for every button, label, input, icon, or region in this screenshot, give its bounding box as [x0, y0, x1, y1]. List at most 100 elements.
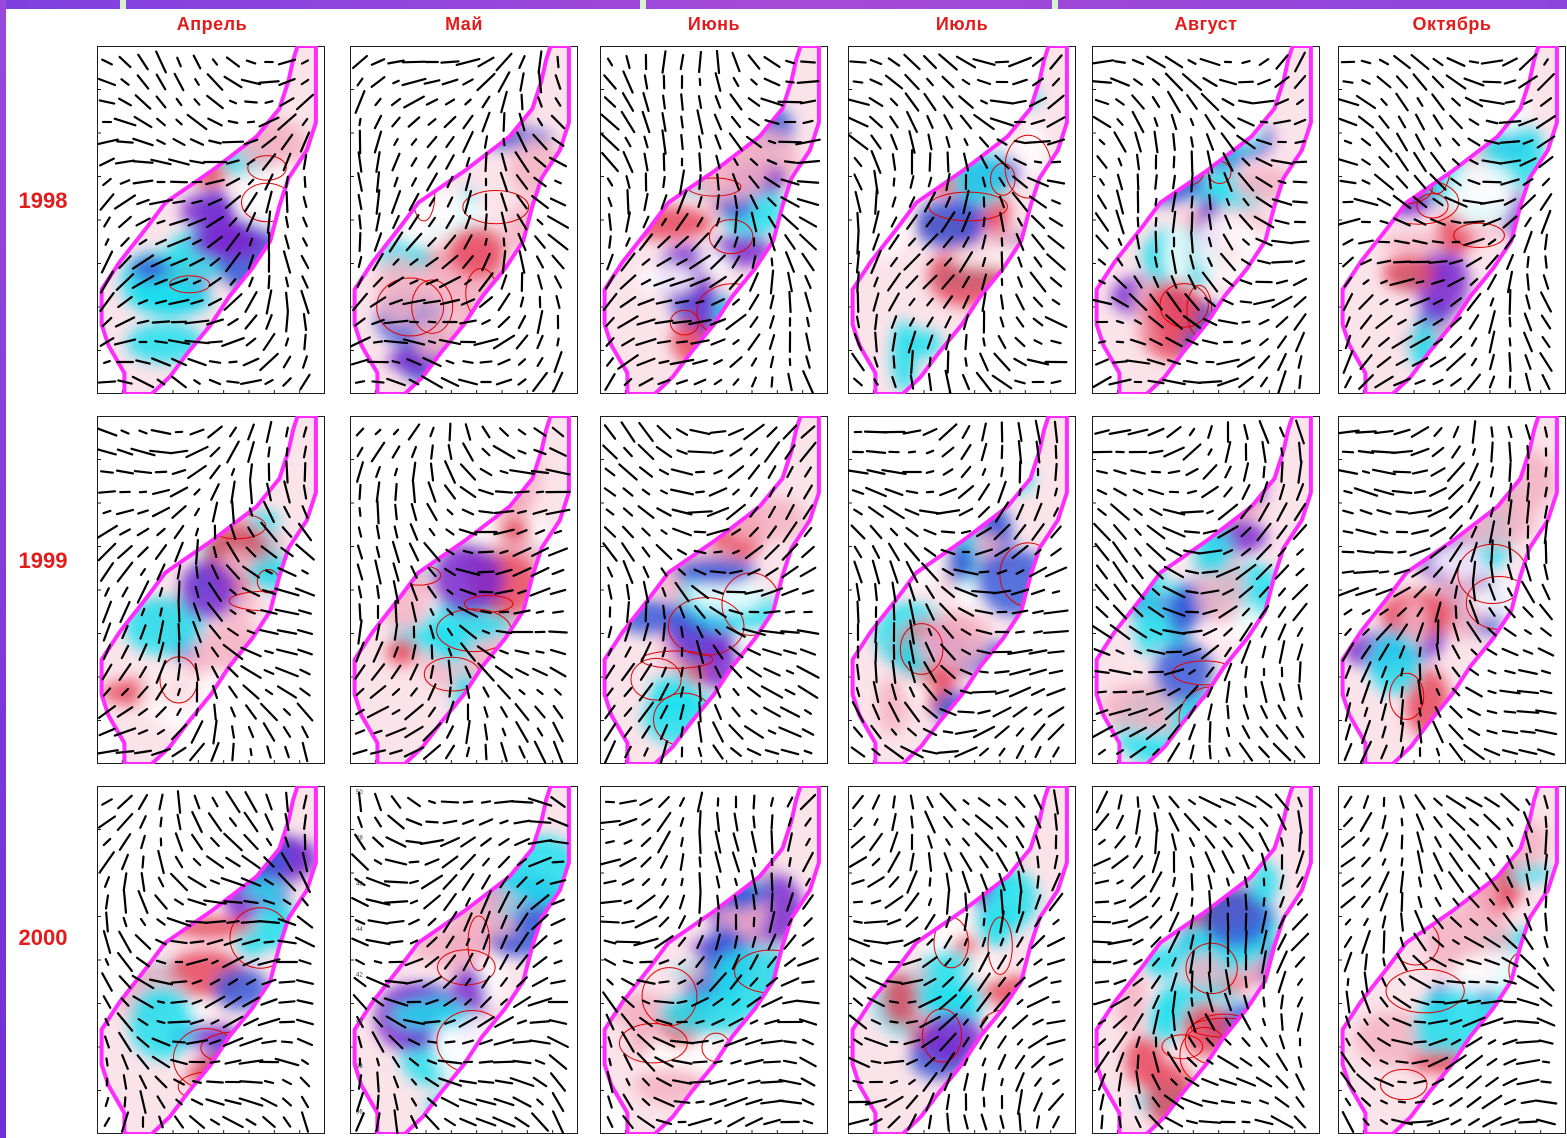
wind-vector [725, 313, 747, 331]
wind-vector [354, 664, 366, 680]
wind-vector [1275, 724, 1289, 740]
wind-vector [302, 445, 308, 459]
wind-vector [442, 874, 458, 890]
wind-vector [1241, 320, 1251, 324]
wind-vector [159, 816, 163, 828]
wind-vector [924, 810, 936, 834]
wind-vector [426, 1059, 438, 1065]
wind-vector [733, 812, 739, 832]
wind-vector [1131, 110, 1145, 134]
wind-vector [276, 685, 298, 699]
wind-vector [1236, 356, 1256, 368]
wind-vector [393, 1109, 399, 1134]
wind-vector [1256, 522, 1272, 542]
wind-vector [1256, 259, 1272, 265]
wind-vector [1052, 789, 1060, 815]
wind-vector [1503, 979, 1517, 985]
wind-vector [656, 1077, 672, 1087]
wind-vector [443, 115, 457, 129]
wind-vector [132, 137, 154, 147]
wind-vector [227, 978, 239, 986]
wind-vector [1133, 958, 1143, 966]
wind-vector [261, 153, 277, 171]
wind-vector [358, 117, 362, 127]
wind-vector [1225, 680, 1231, 704]
wind-vector [148, 198, 174, 206]
wind-vector [1515, 1058, 1541, 1066]
wind-vector [114, 316, 136, 328]
wind-vector [1132, 564, 1144, 580]
wind-vector [1450, 177, 1462, 187]
wind-vector [1489, 297, 1495, 307]
wind-vector [638, 233, 654, 251]
wind-vector [1260, 626, 1268, 638]
wind-vector [1470, 648, 1478, 656]
wind-vector [1112, 561, 1128, 583]
wind-vector [481, 111, 491, 133]
wind-vector [420, 375, 444, 389]
wind-vector [242, 565, 260, 579]
wind-vector [1484, 872, 1500, 892]
wind-vector [695, 639, 705, 665]
wind-vector [372, 252, 384, 272]
wind-vector [770, 891, 774, 913]
wind-vector [1031, 233, 1045, 251]
wind-vector [151, 506, 171, 518]
wind-vector [1342, 530, 1354, 534]
wind-vector [1297, 441, 1303, 463]
wind-vector [154, 1075, 168, 1089]
wind-vector [1431, 93, 1445, 111]
wind-vector [1240, 526, 1252, 538]
wind-vector [1450, 377, 1462, 387]
wind-vector [1187, 1036, 1197, 1048]
wind-vector [1345, 1037, 1351, 1047]
wind-vector [410, 502, 418, 522]
wind-vector [1000, 251, 1004, 273]
wind-vector [352, 994, 368, 1010]
wind-vector [1516, 997, 1540, 1007]
wind-vector [441, 855, 459, 869]
map-panel [848, 786, 1076, 1134]
wind-vector [805, 877, 811, 887]
wind-vector [1360, 137, 1372, 147]
wind-vector [1277, 813, 1287, 831]
wind-vector [1484, 796, 1500, 808]
wind-vector [189, 742, 205, 762]
wind-vector [939, 707, 957, 717]
wind-vector [1416, 97, 1424, 107]
wind-vector [621, 1031, 635, 1053]
wind-vector [728, 132, 744, 152]
wind-vector [116, 706, 134, 718]
wind-vector [1132, 488, 1144, 496]
wind-vector [536, 688, 544, 696]
wind-vector [1524, 424, 1532, 440]
wind-vector [1344, 918, 1352, 926]
wind-vector [964, 333, 968, 351]
wind-vector [375, 623, 381, 641]
wind-vector [244, 791, 258, 813]
wind-vector [1202, 627, 1218, 637]
wind-vector [1244, 930, 1248, 954]
wind-vector [1449, 114, 1463, 130]
wind-vector [747, 648, 761, 656]
wind-vector [680, 93, 684, 111]
wind-vector [492, 444, 516, 460]
wind-vector [548, 1019, 568, 1025]
wind-vector [355, 427, 365, 437]
wind-vector [890, 133, 898, 151]
wind-vector [118, 215, 132, 229]
wind-vector [662, 175, 666, 189]
anomaly-blob [1165, 221, 1191, 293]
wind-vector [1238, 832, 1254, 852]
wind-vector [1296, 626, 1304, 638]
wind-vector [1241, 1037, 1251, 1047]
wind-vector [1538, 155, 1554, 169]
wind-vector [262, 722, 276, 742]
wind-vector [551, 137, 565, 147]
wind-vector [1469, 277, 1479, 287]
wind-vector [135, 359, 151, 365]
wind-vector [267, 274, 271, 290]
wind-vector [641, 999, 651, 1005]
wind-vector [848, 116, 869, 128]
wind-vector [1026, 996, 1050, 1008]
